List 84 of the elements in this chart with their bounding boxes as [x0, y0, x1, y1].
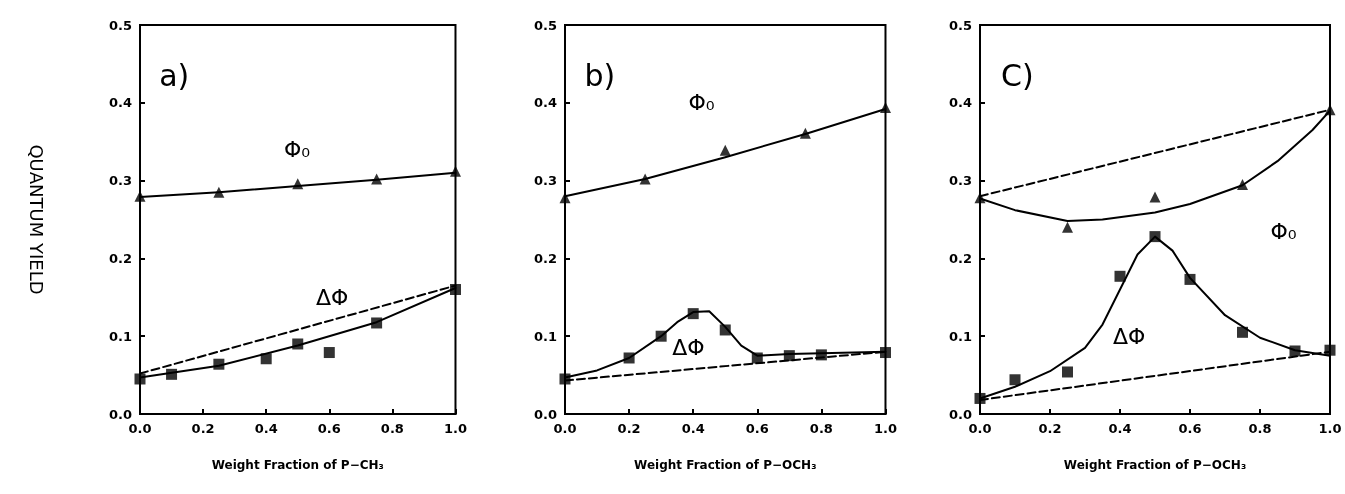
y-tick-label: 0.2: [948, 250, 972, 266]
y-tick-label: 0.0: [108, 406, 132, 422]
point: [1289, 345, 1301, 357]
point: [719, 324, 731, 336]
x-tick-label: 0.0: [553, 421, 577, 436]
x-axis-title: Weight Fraction of P−CH₃: [211, 458, 384, 472]
x-tick-label: 0.2: [617, 421, 641, 436]
annotation: C): [1001, 58, 1034, 94]
x-tick-label: 0.4: [681, 421, 705, 436]
x-axis-title: Weight Fraction of P−OCH₃: [1063, 458, 1247, 472]
point: [815, 349, 827, 361]
point: [1149, 191, 1161, 203]
y-tick-label: 0.3: [533, 173, 557, 189]
point: [751, 352, 763, 364]
y-tick-label: 0.2: [533, 250, 557, 266]
point: [134, 373, 146, 385]
x-tick-label: 0.0: [128, 421, 152, 436]
point: [719, 144, 731, 156]
x-tick-label: 0.2: [1038, 421, 1062, 436]
point: [559, 373, 571, 385]
annotation: ΔΦ: [672, 335, 705, 361]
y-tick-label: 0.4: [108, 95, 132, 111]
point: [323, 347, 335, 359]
annotation: b): [584, 58, 616, 94]
x-tick-label: 0.4: [1108, 421, 1132, 436]
point: [1237, 326, 1248, 338]
y-tick-label: 0.3: [108, 173, 132, 189]
annotation: ΔΦ: [316, 284, 349, 310]
x-tick-label: 0.8: [380, 421, 404, 436]
point: [623, 352, 635, 364]
x-tick-label: 1.0: [443, 421, 467, 436]
annotation: Φ₀: [1270, 218, 1297, 244]
y-axis-title: QUANTUM YIELD: [25, 144, 47, 295]
point: [879, 347, 891, 359]
y-tick-label: 0.1: [108, 328, 132, 344]
y-tick-label: 0.5: [108, 17, 132, 33]
x-tick-label: 0.6: [745, 421, 769, 436]
y-tick-label: 0.3: [948, 173, 972, 189]
annotation: ΔΦ: [1113, 323, 1146, 349]
x-tick-label: 0.0: [968, 421, 992, 436]
y-tick-label: 0.0: [948, 406, 972, 422]
y-tick-label: 0.1: [533, 328, 557, 344]
x-tick-label: 0.2: [191, 421, 215, 436]
point: [213, 186, 225, 198]
point: [166, 368, 178, 380]
point: [1324, 344, 1336, 356]
point: [371, 317, 383, 329]
point: [687, 308, 699, 320]
point: [292, 338, 304, 350]
y-tick-label: 0.4: [948, 95, 972, 111]
point: [1237, 178, 1248, 190]
point: [213, 358, 225, 370]
point: [639, 173, 651, 185]
annotation: Φ₀: [284, 136, 311, 162]
point: [1149, 231, 1161, 243]
y-tick-label: 0.4: [533, 95, 557, 111]
x-tick-label: 0.6: [1178, 421, 1202, 436]
annotation: a): [159, 58, 190, 94]
point: [1062, 221, 1073, 233]
y-tick-label: 0.5: [533, 17, 557, 33]
point: [371, 173, 383, 185]
annotation: Φ₀: [688, 90, 715, 116]
point: [1062, 366, 1073, 378]
point: [1009, 374, 1021, 386]
x-tick-label: 0.6: [317, 421, 341, 436]
y-tick-label: 0.2: [108, 250, 132, 266]
point: [655, 330, 667, 342]
x-axis-title: Weight Fraction of P−OCH₃: [634, 458, 817, 472]
y-tick-label: 0.1: [948, 328, 972, 344]
point: [1184, 273, 1196, 285]
point: [449, 284, 461, 296]
y-tick-label: 0.5: [948, 17, 972, 33]
x-tick-label: 1.0: [873, 421, 897, 436]
y-tick-label: 0.0: [533, 406, 557, 422]
x-tick-label: 1.0: [1318, 421, 1342, 436]
point: [1114, 270, 1126, 282]
point: [799, 127, 811, 139]
point: [260, 353, 272, 365]
point: [974, 392, 986, 404]
point: [783, 350, 795, 362]
x-tick-label: 0.4: [254, 421, 278, 436]
x-tick-label: 0.8: [809, 421, 833, 436]
point: [292, 178, 304, 190]
x-tick-label: 0.8: [1248, 421, 1272, 436]
